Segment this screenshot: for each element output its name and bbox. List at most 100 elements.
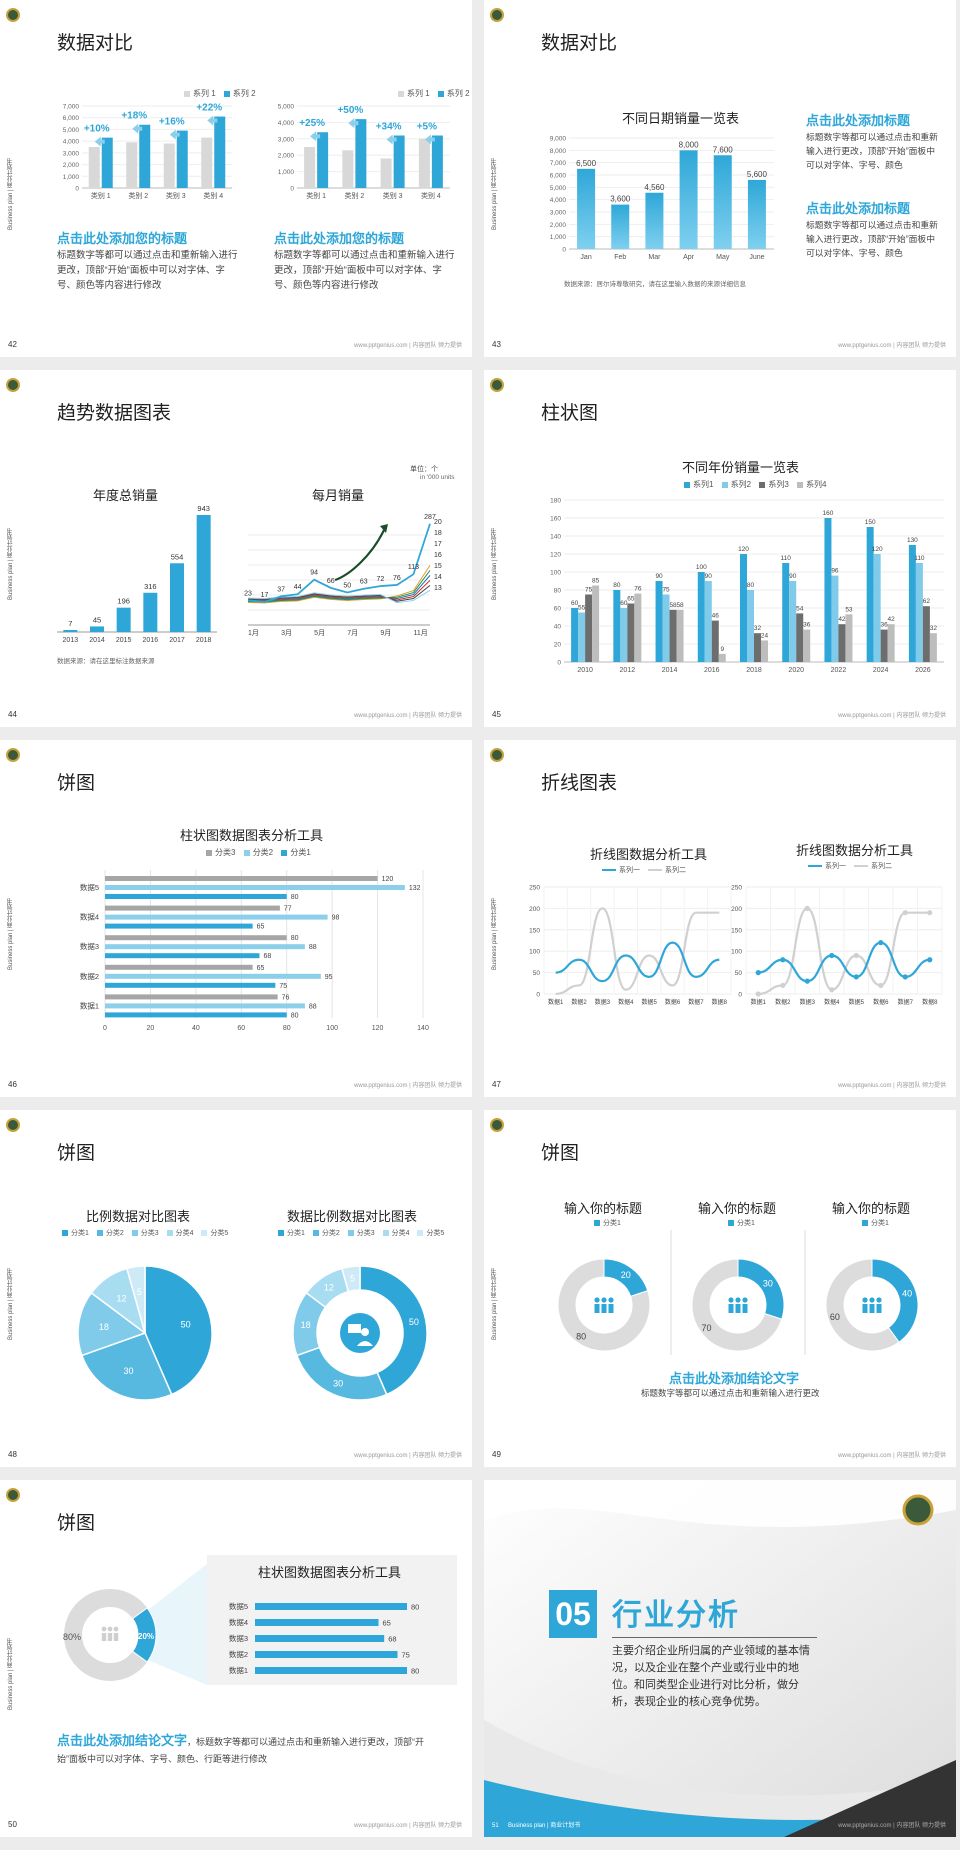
people-icon (601, 1304, 607, 1313)
donut-title-3: 输入你的标题 (832, 1201, 911, 1216)
x-tick-label: May (716, 254, 730, 261)
x-tick-label: 数据8 (712, 998, 728, 1006)
chart1-title: 年度总销量 (93, 488, 159, 503)
slide-51[interactable]: 05 行业分析 主要介绍企业所归属的产业领域的基本情况，以及企业在整个产业或行业… (484, 1480, 956, 1837)
point-label: 50 (343, 583, 351, 590)
data-label: 4,560 (644, 183, 665, 192)
bar (105, 923, 253, 929)
data-label: 24 (761, 632, 769, 639)
heading-2: 点击此处添加标题 (806, 201, 911, 216)
x-tick-label: 2015 (116, 637, 132, 644)
data-label: 8,000 (679, 140, 700, 149)
slice-label: 30 (123, 1366, 133, 1376)
data-label: 98 (332, 915, 340, 922)
y-tick-label: 2,000 (63, 162, 80, 169)
big-slice-label: 80% (63, 1632, 82, 1642)
data-label: 76 (634, 586, 642, 593)
divider (612, 1637, 817, 1638)
x-tick-label: 数据6 (665, 998, 681, 1006)
bar (116, 607, 131, 632)
bar (143, 592, 158, 632)
chart1-title: 比例数据对比图表 (86, 1209, 191, 1224)
x-tick-label: 数据7 (688, 998, 704, 1006)
point-marker (780, 982, 786, 989)
page-number: 47 (492, 1080, 501, 1089)
footer: www.pptgenius.com | 内容团队 倾力提供 (354, 713, 462, 719)
y-tick-label: 数据3 (80, 941, 99, 951)
people-icon (107, 1626, 113, 1632)
data-label: 196 (117, 597, 130, 606)
x-tick-label: 类别 1 (306, 191, 326, 200)
growth-arrow-icon (348, 118, 359, 129)
series-end-label: 20 (434, 519, 442, 526)
x-tick-label: 类别 3 (166, 191, 186, 200)
y-tick-label: 9,000 (550, 136, 567, 143)
bar (317, 132, 329, 188)
slide-50[interactable]: Business plan | 商业计划书 饼图 柱状图数据图表分析工具 数据5… (0, 1480, 472, 1837)
slide-43[interactable]: Business plan | 商业计划书 数据对比 不同日期销量一览表 0 1,… (484, 0, 956, 357)
data-label: 132 (409, 885, 421, 892)
slide-48[interactable]: Business plan | 商业计划书 饼图 比例数据对比图表 数据比例数据… (0, 1110, 472, 1467)
bar (613, 590, 621, 662)
user-icon (361, 1328, 369, 1336)
bar (711, 620, 719, 662)
slide-42[interactable]: Business plan | 商业计划书 数据对比 系列 1 系列 2 系列 … (0, 0, 472, 357)
bar-chart: 0 1,000 2,000 3,000 4,000 5,000 6,000 7,000 8,00… (550, 136, 774, 261)
footer: www.pptgenius.com | 内容团队 倾力提供 (354, 1083, 462, 1089)
point-marker (755, 970, 761, 976)
bar (747, 179, 766, 249)
x-tick-label: 60 (237, 1025, 245, 1032)
data-label: 60 (620, 600, 628, 607)
x-tick-label: 数据3 (595, 998, 611, 1006)
data-label: 75 (585, 587, 593, 594)
data-label: 150 (865, 519, 876, 526)
bar (214, 116, 226, 188)
x-tick-label: 类别 4 (421, 191, 441, 200)
bar (838, 624, 846, 662)
grouped-bar-chart: 0204060801001201401601806055758520108060… (550, 498, 944, 674)
y-tick-label: 数据5 (80, 882, 99, 892)
data-label: 68 (388, 1635, 396, 1644)
data-label: 36 (803, 622, 811, 629)
slice-label: 50 (409, 1317, 419, 1327)
y-tick-label: 3,000 (63, 150, 80, 157)
bar (929, 633, 937, 662)
bar (761, 640, 768, 662)
slide-45[interactable]: Business plan | 商业计划书 柱状图 不同年份销量一览表 系列1 … (484, 370, 956, 727)
page-number: 42 (8, 340, 17, 349)
footer: www.pptgenius.com | 内容团队 倾力提供 (838, 1823, 946, 1829)
slide-44[interactable]: Business plan | 商业计划书 趋势数据图表 年度总销量 每月销量 … (0, 370, 472, 727)
data-label: 80 (291, 935, 299, 942)
legend: 系列1 系列2 系列3 系列4 (678, 479, 827, 490)
y-tick-label: 200 (529, 906, 540, 913)
x-tick-label: 数据1 (751, 998, 767, 1006)
slide-47[interactable]: Business plan | 商业计划书 折线图表 折线图数据分析工具 折线图… (484, 740, 956, 1097)
point-marker (829, 952, 835, 959)
slide-49[interactable]: Business plan | 商业计划书 饼图 输入你的标题 输入你的标题 输… (484, 1110, 956, 1467)
y-tick-label: 数据4 (229, 1617, 248, 1627)
bar (887, 624, 895, 662)
data-label: 160 (823, 510, 834, 517)
logo-icon (490, 748, 504, 762)
legend: 分类1 (722, 1218, 755, 1228)
data-label: 65 (627, 596, 635, 603)
slide-46[interactable]: Business plan | 商业计划书 饼图 柱状图数据图表分析工具 分类3… (0, 740, 472, 1097)
point-marker (902, 974, 908, 980)
bar (704, 581, 712, 662)
y-tick-label: 250 (731, 885, 742, 892)
y-tick-label: 80 (554, 588, 562, 595)
x-tick-label: 2014 (89, 637, 105, 644)
section-title: 行业分析 (612, 1599, 740, 1632)
conclusion-body: 标题数字等都可以通过点击和重新输入进行更改 (641, 1388, 820, 1398)
y-tick-label: 0 (557, 660, 561, 667)
bar (255, 1619, 379, 1626)
y-tick-label: 120 (550, 552, 561, 559)
x-tick-label: 2018 (196, 637, 212, 644)
page-number: 45 (492, 710, 501, 719)
donut-segment (557, 1258, 651, 1352)
data-label: 88 (309, 944, 317, 951)
bar (255, 1667, 407, 1674)
logo-icon (6, 1488, 20, 1502)
data-label: 75 (279, 983, 287, 990)
segment-label: 80 (576, 1332, 586, 1342)
